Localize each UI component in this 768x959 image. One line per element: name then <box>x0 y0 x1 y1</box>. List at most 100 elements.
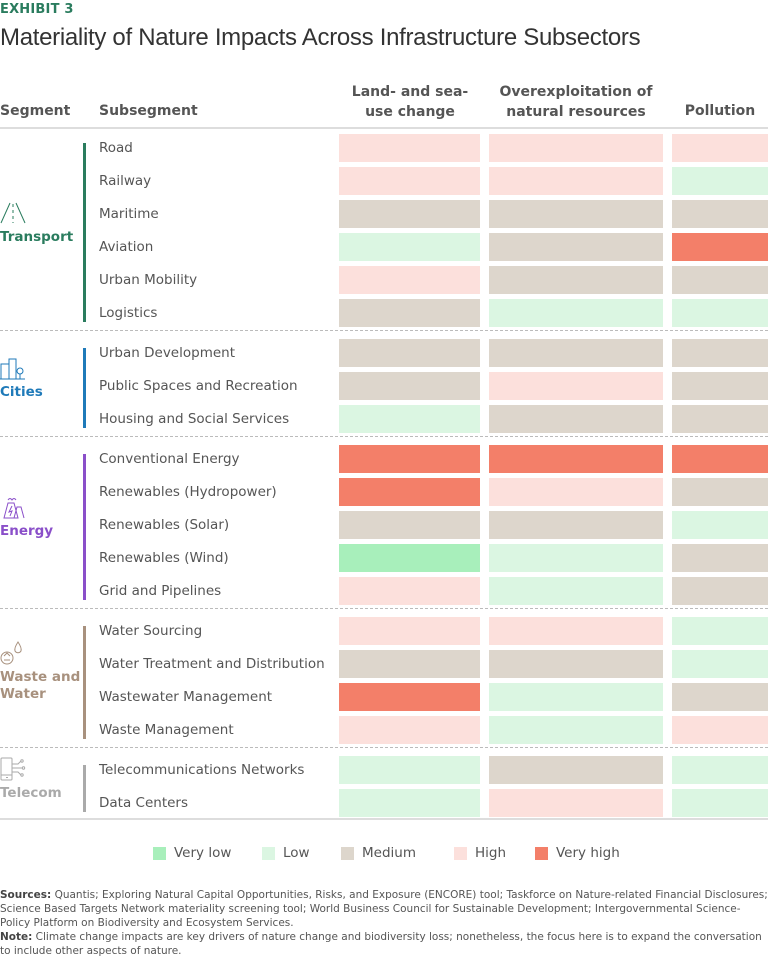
legend-label: High <box>475 845 507 861</box>
heatmap-cell <box>489 789 663 817</box>
legend-item: Medium <box>341 845 416 861</box>
segment-divider <box>0 747 768 748</box>
heatmap-cell <box>489 372 663 400</box>
legend-label: Very low <box>174 845 232 861</box>
segment-divider <box>0 608 768 609</box>
sources-text: Quantis; Exploring Natural Capital Oppor… <box>0 889 768 929</box>
subsegment-label: Water Treatment and Distribution <box>99 656 325 672</box>
heatmap-cell <box>339 405 480 433</box>
segment-label: Telecom <box>0 784 62 801</box>
recycle-water-drop-icon <box>0 640 26 665</box>
heatmap-cell <box>339 544 480 572</box>
heatmap-cell <box>672 134 768 162</box>
segment-bar <box>83 143 86 322</box>
segment-bar <box>83 626 86 739</box>
heatmap-cell <box>672 167 768 195</box>
legend-swatch <box>262 846 275 860</box>
subsegment-label: Renewables (Solar) <box>99 517 230 533</box>
heatmap-cell <box>339 683 480 711</box>
heatmap-cell <box>489 716 663 744</box>
heatmap-cell <box>339 756 480 784</box>
heatmap-cell <box>489 478 663 506</box>
heatmap-cell <box>489 266 663 294</box>
subsegment-label: Grid and Pipelines <box>99 583 222 599</box>
heatmap-cell <box>672 339 768 367</box>
heatmap-cell <box>339 167 480 195</box>
heatmap-cell <box>489 200 663 228</box>
subsegment-label: Road <box>99 140 133 156</box>
heatmap-cell <box>489 577 663 605</box>
chart-title: Materiality of Nature Impacts Across Inf… <box>0 24 641 51</box>
heatmap-cell <box>339 445 480 473</box>
heatmap-cell <box>339 478 480 506</box>
segment-label: Cities <box>0 384 43 400</box>
segment-bar <box>83 765 86 812</box>
heatmap-cell <box>672 716 768 744</box>
heatmap-cell <box>672 299 768 327</box>
heatmap-cell <box>339 233 480 261</box>
legend-item: Low <box>262 845 310 861</box>
note-text: Climate change impacts are key drivers o… <box>0 931 762 957</box>
heatmap-cell <box>489 134 663 162</box>
heatmap-cell <box>339 716 480 744</box>
subsegment-label: Maritime <box>99 206 159 222</box>
subsegment-label: Logistics <box>99 305 158 321</box>
heatmap-cell <box>339 511 480 539</box>
heatmap-cell <box>672 405 768 433</box>
column-header-subsegment: Subsegment <box>99 103 198 119</box>
legend-label: Low <box>283 845 310 861</box>
heatmap-cell <box>339 617 480 645</box>
column-header-line: Land- and sea- <box>351 84 469 100</box>
legend-item: High <box>454 845 506 861</box>
heatmap-cell <box>489 544 663 572</box>
device-network-icon <box>0 757 26 781</box>
subsegment-label: Railway <box>99 173 152 189</box>
segment-label: Energy <box>0 523 54 539</box>
table-bottom-border <box>0 818 768 820</box>
heatmap-cell <box>672 445 768 473</box>
subsegment-label: Conventional Energy <box>99 451 240 467</box>
column-header-land-sea-use: Land- and sea- use change <box>340 82 480 122</box>
segment-label: Transport <box>0 228 74 245</box>
heatmap-cell <box>672 650 768 678</box>
segment-bar <box>83 454 86 600</box>
heatmap-cell <box>672 544 768 572</box>
heatmap-cell <box>339 339 480 367</box>
heatmap-cell <box>672 756 768 784</box>
segment-divider <box>0 436 768 437</box>
exhibit-label: EXHIBIT 3 <box>0 2 74 17</box>
column-header-pollution: Pollution <box>684 103 756 119</box>
column-header-segment: Segment <box>0 103 71 119</box>
legend-label: Very high <box>556 845 620 861</box>
sources-label: Sources: <box>0 889 52 901</box>
city-buildings-icon <box>0 356 26 380</box>
subsegment-label: Telecommunications Networks <box>99 762 305 778</box>
footnotes: Sources: Quantis; Exploring Natural Capi… <box>0 888 768 958</box>
segment-bar <box>83 348 86 428</box>
column-header-line: Overexploitation of <box>499 84 653 100</box>
subsegment-label: Aviation <box>99 239 154 255</box>
heatmap-cell <box>489 405 663 433</box>
legend-swatch <box>341 846 354 860</box>
heatmap-cell <box>672 233 768 261</box>
heatmap-cell <box>489 756 663 784</box>
subsegment-label: Data Centers <box>99 795 188 811</box>
heatmap-cell <box>489 233 663 261</box>
heatmap-cell <box>489 299 663 327</box>
heatmap-cell <box>339 134 480 162</box>
heatmap-cell <box>672 372 768 400</box>
sources-note: Sources: Quantis; Exploring Natural Capi… <box>0 888 768 930</box>
subsegment-label: Urban Mobility <box>99 272 198 288</box>
heatmap-cell <box>672 789 768 817</box>
heatmap-cell <box>672 683 768 711</box>
heatmap-cell <box>489 167 663 195</box>
legend-label: Medium <box>362 845 416 861</box>
subsegment-label: Urban Development <box>99 345 236 361</box>
column-header-overexploitation: Overexploitation of natural resources <box>489 82 663 122</box>
heatmap-cell <box>672 617 768 645</box>
heatmap-cell <box>672 478 768 506</box>
subsegment-label: Water Sourcing <box>99 623 203 639</box>
power-plant-icon <box>0 495 26 519</box>
heatmap-cell <box>339 266 480 294</box>
heatmap-cell <box>489 683 663 711</box>
